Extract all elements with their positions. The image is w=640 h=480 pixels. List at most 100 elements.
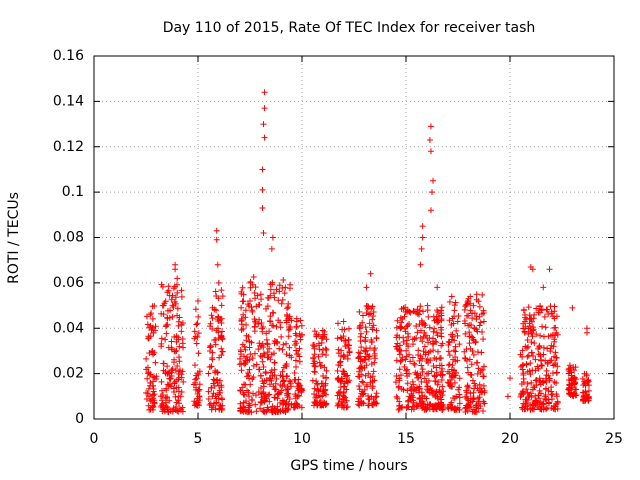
data-point — [341, 404, 348, 411]
data-point — [240, 311, 247, 318]
data-point — [425, 349, 432, 356]
data-point — [160, 311, 167, 318]
data-point — [403, 347, 410, 354]
data-point — [261, 105, 268, 112]
data-point — [476, 387, 483, 394]
data-point — [535, 351, 542, 358]
data-point — [319, 334, 326, 341]
data-point — [553, 354, 560, 361]
data-point — [211, 306, 218, 313]
data-point — [535, 395, 542, 402]
data-point — [208, 312, 215, 319]
data-point — [411, 361, 418, 368]
data-point — [195, 298, 201, 305]
data-point — [261, 351, 268, 358]
data-point — [266, 345, 273, 352]
data-point — [398, 385, 405, 392]
data-point — [467, 307, 474, 314]
data-point — [250, 362, 257, 369]
data-point — [269, 234, 276, 241]
data-point — [356, 325, 363, 332]
data-point — [335, 362, 342, 369]
data-point — [428, 368, 435, 375]
x-tick-label: 15 — [397, 431, 415, 447]
data-point — [259, 166, 266, 173]
data-point — [175, 336, 182, 343]
data-point — [412, 369, 419, 376]
data-point — [478, 349, 485, 356]
data-point — [360, 379, 367, 386]
data-point — [193, 375, 200, 382]
data-point — [553, 380, 560, 387]
data-point — [470, 396, 477, 403]
data-point — [453, 393, 460, 400]
data-point — [528, 379, 535, 386]
data-point — [367, 310, 374, 317]
data-point — [451, 307, 458, 314]
data-point — [464, 299, 471, 306]
data-point — [244, 301, 251, 308]
data-point — [426, 324, 433, 331]
data-point — [293, 323, 300, 330]
data-point — [219, 328, 226, 335]
data-point — [566, 390, 573, 397]
data-point — [250, 390, 257, 397]
data-point — [342, 373, 349, 380]
data-point — [553, 393, 560, 400]
data-point — [404, 308, 411, 315]
data-point — [546, 375, 553, 382]
data-point — [294, 383, 301, 390]
data-point — [410, 341, 417, 348]
y-tick-label: 0 — [75, 411, 84, 427]
data-point — [361, 347, 368, 354]
data-point — [461, 348, 468, 355]
data-point — [247, 298, 253, 305]
data-point — [403, 353, 410, 360]
data-point — [244, 387, 251, 394]
data-point — [206, 347, 213, 354]
data-point — [191, 362, 198, 369]
data-point — [311, 369, 318, 376]
data-point — [245, 375, 252, 382]
data-point — [410, 399, 417, 406]
data-point — [255, 301, 262, 308]
data-point — [535, 365, 542, 372]
data-point — [176, 358, 183, 365]
data-point — [247, 351, 254, 358]
data-point — [463, 393, 470, 400]
data-point — [545, 399, 552, 406]
data-point — [293, 347, 300, 354]
data-point — [423, 358, 430, 365]
x-tick-label: 0 — [90, 431, 99, 447]
data-point — [338, 378, 345, 385]
data-point — [480, 382, 487, 389]
data-point — [207, 323, 214, 330]
data-point — [168, 344, 175, 351]
data-point — [165, 287, 172, 294]
data-point — [193, 340, 200, 347]
data-point — [582, 388, 589, 395]
data-point — [171, 283, 178, 290]
data-point — [448, 321, 455, 328]
data-point — [283, 340, 290, 347]
data-point — [548, 384, 555, 391]
data-point — [370, 308, 377, 315]
data-point — [212, 341, 219, 348]
data-point — [363, 310, 370, 317]
data-point — [466, 340, 473, 347]
data-point — [471, 385, 478, 392]
grid-lines — [94, 56, 614, 419]
data-point — [171, 389, 178, 396]
data-point — [423, 370, 430, 377]
data-point — [259, 358, 266, 365]
data-point — [434, 317, 441, 324]
data-point — [467, 390, 474, 397]
data-point — [519, 404, 526, 411]
data-point — [194, 320, 201, 327]
data-point — [148, 398, 155, 405]
data-point — [365, 402, 372, 409]
data-point — [439, 340, 446, 347]
data-point — [162, 336, 169, 343]
data-point — [261, 89, 268, 96]
data-point — [323, 400, 330, 407]
